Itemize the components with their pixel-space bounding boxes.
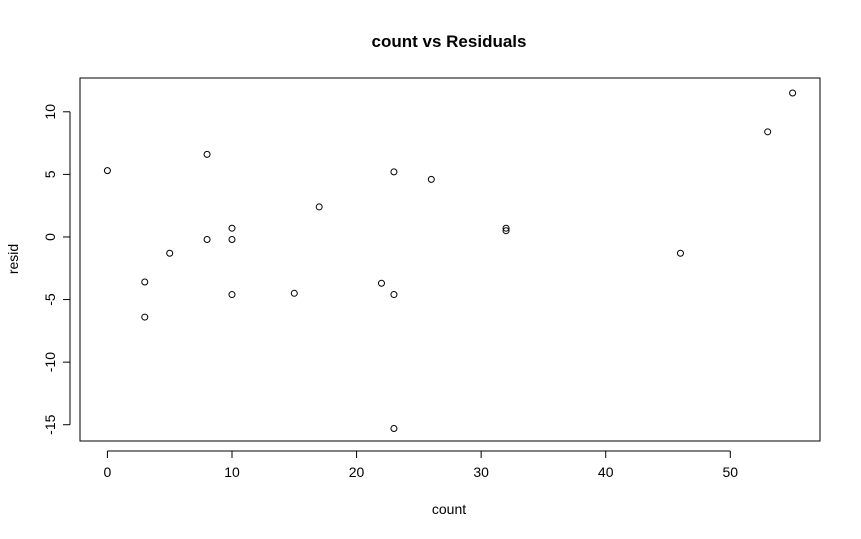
data-point: [502, 227, 510, 235]
data-point: [764, 128, 772, 136]
data-point: [427, 175, 435, 183]
plot-frame: [79, 77, 821, 442]
chart-title: count vs Residuals: [372, 32, 527, 51]
data-point: [377, 279, 385, 287]
data-point: [228, 291, 236, 299]
data-point: [789, 89, 797, 97]
data-point: [141, 278, 149, 286]
data-point: [390, 168, 398, 176]
x-tick-label: 0: [104, 464, 112, 480]
data-point: [676, 249, 684, 257]
y-tick-label: -15: [42, 414, 58, 434]
y-tick-label: -5: [42, 293, 58, 306]
x-axis-label: count: [432, 501, 466, 517]
data-point: [141, 313, 149, 321]
data-point: [103, 167, 111, 175]
data-point: [502, 224, 510, 232]
data-point: [166, 249, 174, 257]
y-axis: -15 -10 -5 0 5 10: [42, 104, 71, 435]
x-tick-label: 20: [349, 464, 365, 480]
data-point: [390, 424, 398, 432]
data-point: [228, 224, 236, 232]
x-tick-label: 50: [723, 464, 739, 480]
x-tick-label: 10: [224, 464, 240, 480]
y-tick-label: 0: [42, 233, 58, 241]
x-axis: 0 10 20 30 40 50: [104, 450, 739, 480]
y-tick-label: 5: [42, 170, 58, 178]
data-point: [228, 235, 236, 243]
data-point: [203, 150, 211, 158]
y-tick-label: -10: [42, 352, 58, 372]
y-tick-label: 10: [42, 104, 58, 120]
x-tick-label: 40: [598, 464, 614, 480]
x-tick-label: 30: [473, 464, 489, 480]
data-point: [390, 291, 398, 299]
y-axis-label: resid: [5, 244, 21, 274]
data-point: [203, 235, 211, 243]
data-point: [315, 203, 323, 211]
data-point: [290, 289, 298, 297]
data-points: [103, 89, 797, 432]
